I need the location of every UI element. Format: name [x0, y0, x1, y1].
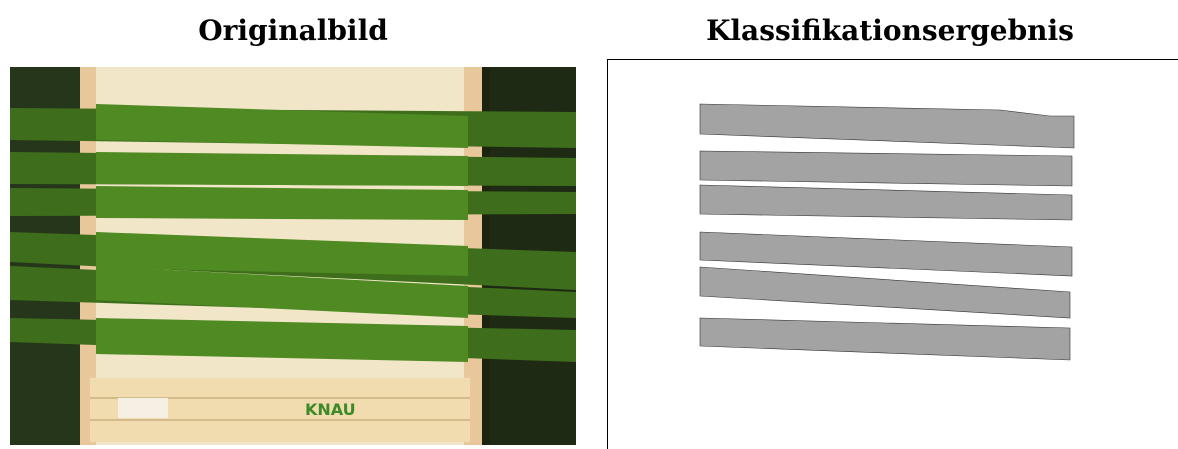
page: Originalbild Klassifikationsergebnis	[0, 0, 1178, 449]
figure: Originalbild Klassifikationsergebnis	[0, 0, 1178, 449]
svg-text:KNAU: KNAU	[305, 400, 356, 419]
original-photo: KNAU	[10, 67, 576, 445]
panel-title: Originalbild	[198, 14, 388, 47]
classification-result	[607, 59, 1178, 449]
panel-title: Klassifikationsergebnis	[706, 14, 1074, 47]
